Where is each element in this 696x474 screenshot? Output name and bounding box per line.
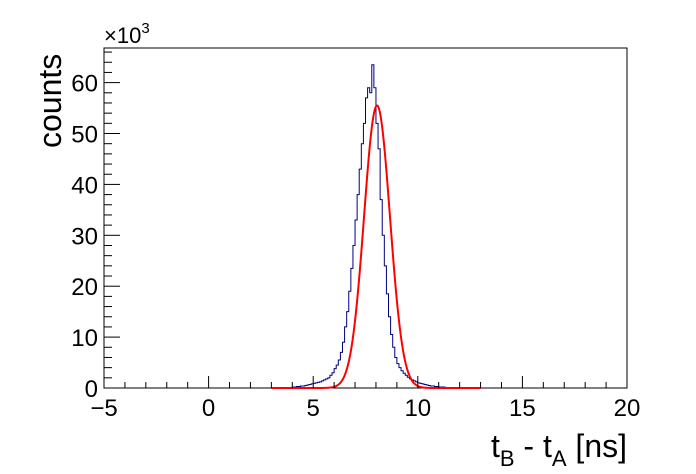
gaussian-fit-line	[271, 104, 481, 389]
histogram-series	[270, 64, 482, 388]
y-axis-tick-labels: 0 10 20 30 40 50 60	[71, 71, 98, 403]
histogram-layer	[270, 64, 482, 388]
x-tick-label: 0	[202, 395, 215, 422]
x-tick-label: 5	[307, 395, 320, 422]
x-tick-label: 20	[614, 395, 641, 422]
y-axis-multiplier: ×103	[104, 20, 150, 48]
x-axis-tick-labels: −5 0 5 10 15 20	[90, 395, 640, 422]
x-axis-ticks	[103, 376, 628, 388]
y-tick-label: 30	[71, 223, 98, 250]
plot-frame	[103, 47, 628, 389]
y-axis-ticks	[104, 51, 120, 389]
y-tick-label: 50	[71, 122, 98, 149]
x-axis-title: tB - tA [ns]	[491, 428, 627, 471]
x-tick-label: −5	[90, 395, 117, 422]
y-tick-label: 10	[71, 325, 98, 352]
y-tick-label: 60	[71, 71, 98, 98]
y-tick-label: 40	[71, 172, 98, 199]
x-tick-label: 10	[404, 395, 431, 422]
fit-layer	[271, 104, 481, 389]
x-tick-label: 15	[509, 395, 536, 422]
y-tick-label: 0	[85, 376, 98, 403]
y-tick-label: 20	[71, 274, 98, 301]
y-axis-title: counts	[32, 54, 68, 148]
